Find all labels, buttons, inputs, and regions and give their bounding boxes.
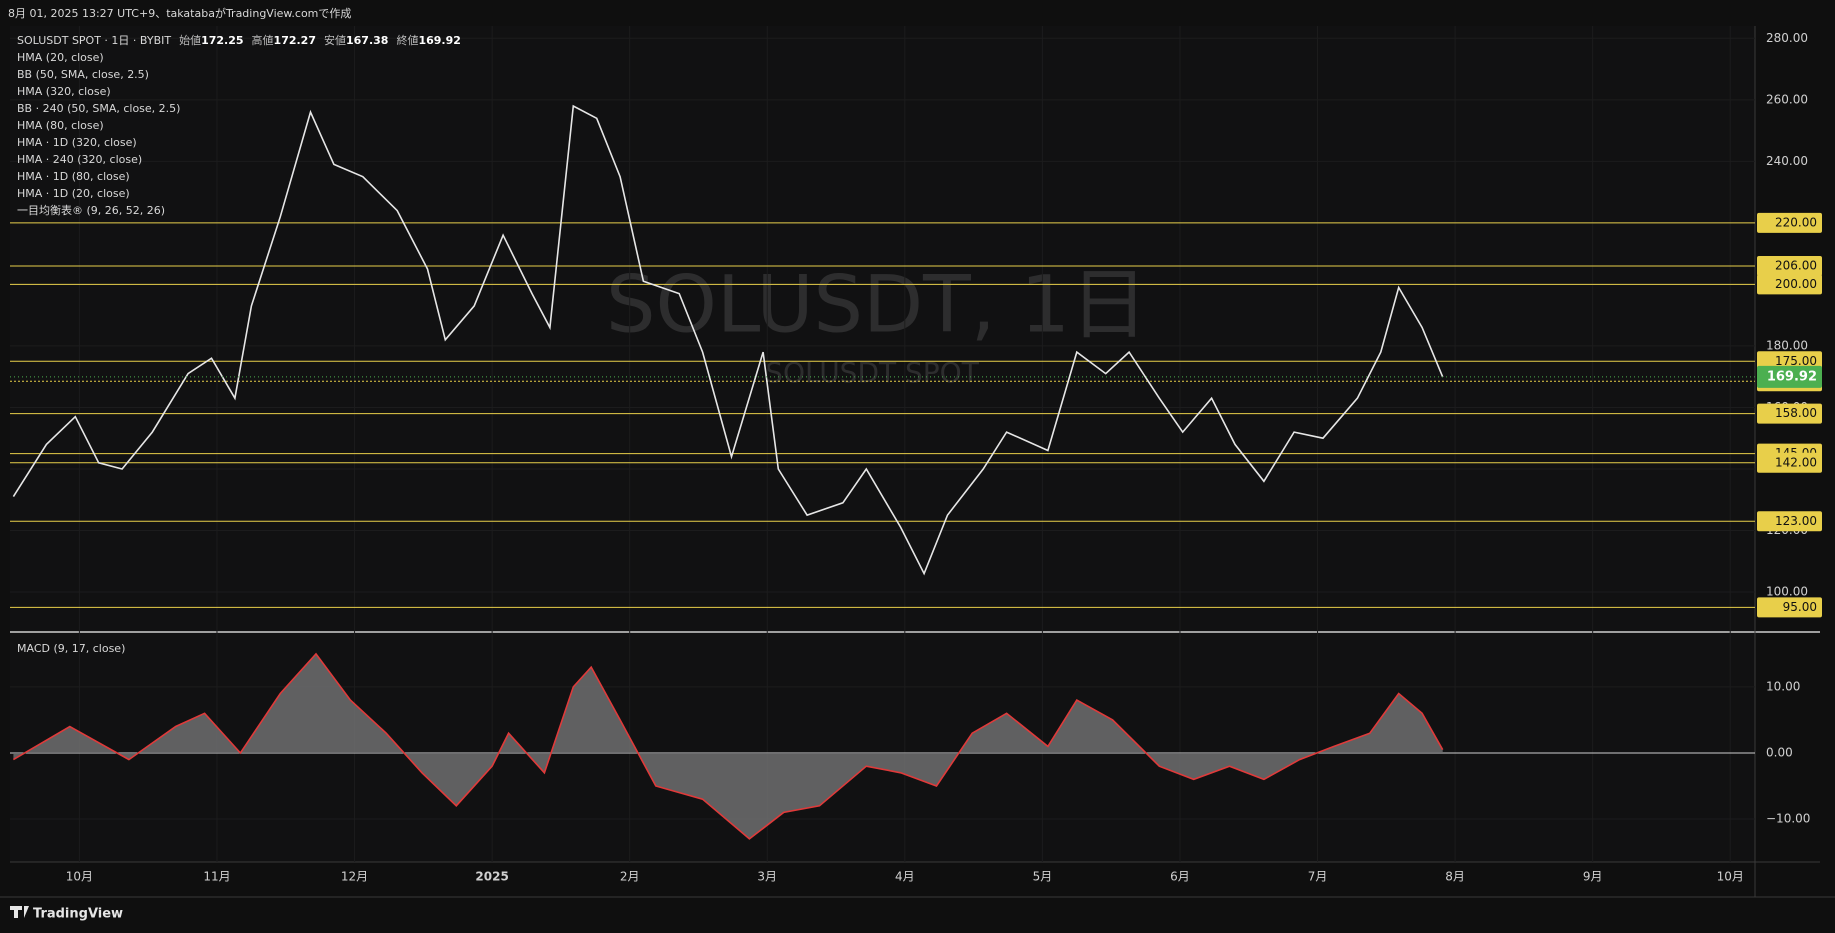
indicator-legend: HMA · 240 (320, close) [17,153,142,166]
y-tick-label: 0.00 [1766,745,1793,759]
x-tick-label: 6月 [1170,870,1190,884]
price-line [12,104,1444,576]
macd-title: MACD (9, 17, close) [17,642,125,655]
ohlc-value: 167.38 [346,34,388,47]
ohlc-value: 169.92 [418,34,460,47]
y-tick-label: −10.00 [1766,812,1810,826]
y-tick-label: 100.00 [1766,585,1808,599]
level-badge [1757,452,1822,473]
ohlc-name: 安値 [324,33,346,47]
level-badge [1757,255,1822,276]
level-badge [1757,274,1822,295]
level-label: 123.00 [1775,514,1817,528]
ohlc-name: 始値 [179,33,201,47]
macd-area [13,653,1443,839]
level-label: 158.00 [1775,406,1817,420]
x-tick-label: 5月 [1033,870,1053,884]
level-label: 142.00 [1775,455,1817,469]
level-badge [1757,597,1822,618]
x-tick-label: 4月 [895,870,915,884]
level-badge [1757,212,1822,233]
macd-line [12,652,1444,840]
indicator-legend: 一目均衡表® (9, 26, 52, 26) [17,203,165,217]
level-label: 200.00 [1775,277,1817,291]
y-tick-label: 260.00 [1766,92,1808,106]
level-badge [1757,511,1822,532]
x-tick-label: 2月 [620,870,640,884]
y-tick-label: 240.00 [1766,154,1808,168]
y-tick-label: 10.00 [1766,679,1800,693]
indicator-legend: HMA (20, close) [17,51,104,64]
ohlc-value: 172.27 [274,34,316,47]
symbol: SOLUSDT SPOT · 1日 · BYBIT [17,34,171,47]
x-tick-label: 9月 [1583,870,1603,884]
x-tick-label: 2025 [475,870,508,884]
header: 8月 01, 2025 13:27 UTC+9、takatabaがTrading… [8,6,351,20]
level-label: 175.00 [1775,354,1817,368]
indicator-legend: BB · 240 (50, SMA, close, 2.5) [17,102,180,115]
footer-brand: TradingView [33,907,123,922]
x-tick-label: 7月 [1308,870,1328,884]
x-tick-label: 12月 [341,870,368,884]
indicator-legend: HMA · 1D (320, close) [17,136,137,149]
watermark-title: SOLUSDT, 1日 [606,260,1148,350]
y-tick-label: 280.00 [1766,31,1808,45]
indicator-legend: HMA (80, close) [17,119,104,132]
last-price-badge [1757,365,1822,388]
level-badge [1757,403,1822,424]
x-tick-label: 10月 [66,870,93,884]
footer-logo [10,906,29,918]
last-price-label: 169.92 [1767,369,1817,384]
indicator-legend: HMA (320, close) [17,85,111,98]
y-tick-label: 180.00 [1766,338,1808,352]
indicator-legend: BB (50, SMA, close, 2.5) [17,68,149,81]
symbol-legend: SOLUSDT SPOT · 1日 · BYBIT 始値172.25 高値172.2… [17,33,461,47]
x-tick-label: 11月 [203,870,230,884]
level-label: 206.00 [1775,258,1817,272]
x-tick-label: 3月 [757,870,777,884]
ohlc-name: 高値 [252,33,274,47]
x-tick-label: 10月 [1717,870,1744,884]
ohlc-name: 終値 [396,33,418,47]
level-label: 220.00 [1775,215,1817,229]
indicator-legend: HMA · 1D (80, close) [17,170,130,183]
level-label: 95.00 [1783,600,1817,614]
x-tick-label: 8月 [1445,870,1465,884]
ohlc-value: 172.25 [201,34,243,47]
indicator-legend: HMA · 1D (20, close) [17,187,130,200]
